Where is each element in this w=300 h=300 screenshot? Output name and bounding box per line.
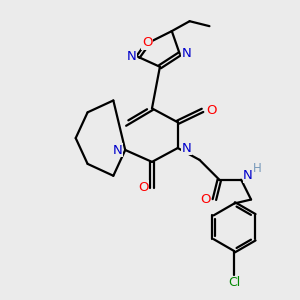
Text: O: O: [200, 193, 211, 206]
Text: N: N: [243, 169, 253, 182]
Text: N: N: [112, 143, 122, 157]
Text: O: O: [142, 37, 152, 50]
Text: N: N: [182, 47, 191, 60]
Text: H: H: [253, 162, 261, 175]
Text: Cl: Cl: [228, 276, 240, 289]
Text: N: N: [126, 50, 136, 63]
Text: N: N: [182, 142, 191, 154]
Text: O: O: [206, 104, 217, 117]
Text: O: O: [138, 181, 148, 194]
